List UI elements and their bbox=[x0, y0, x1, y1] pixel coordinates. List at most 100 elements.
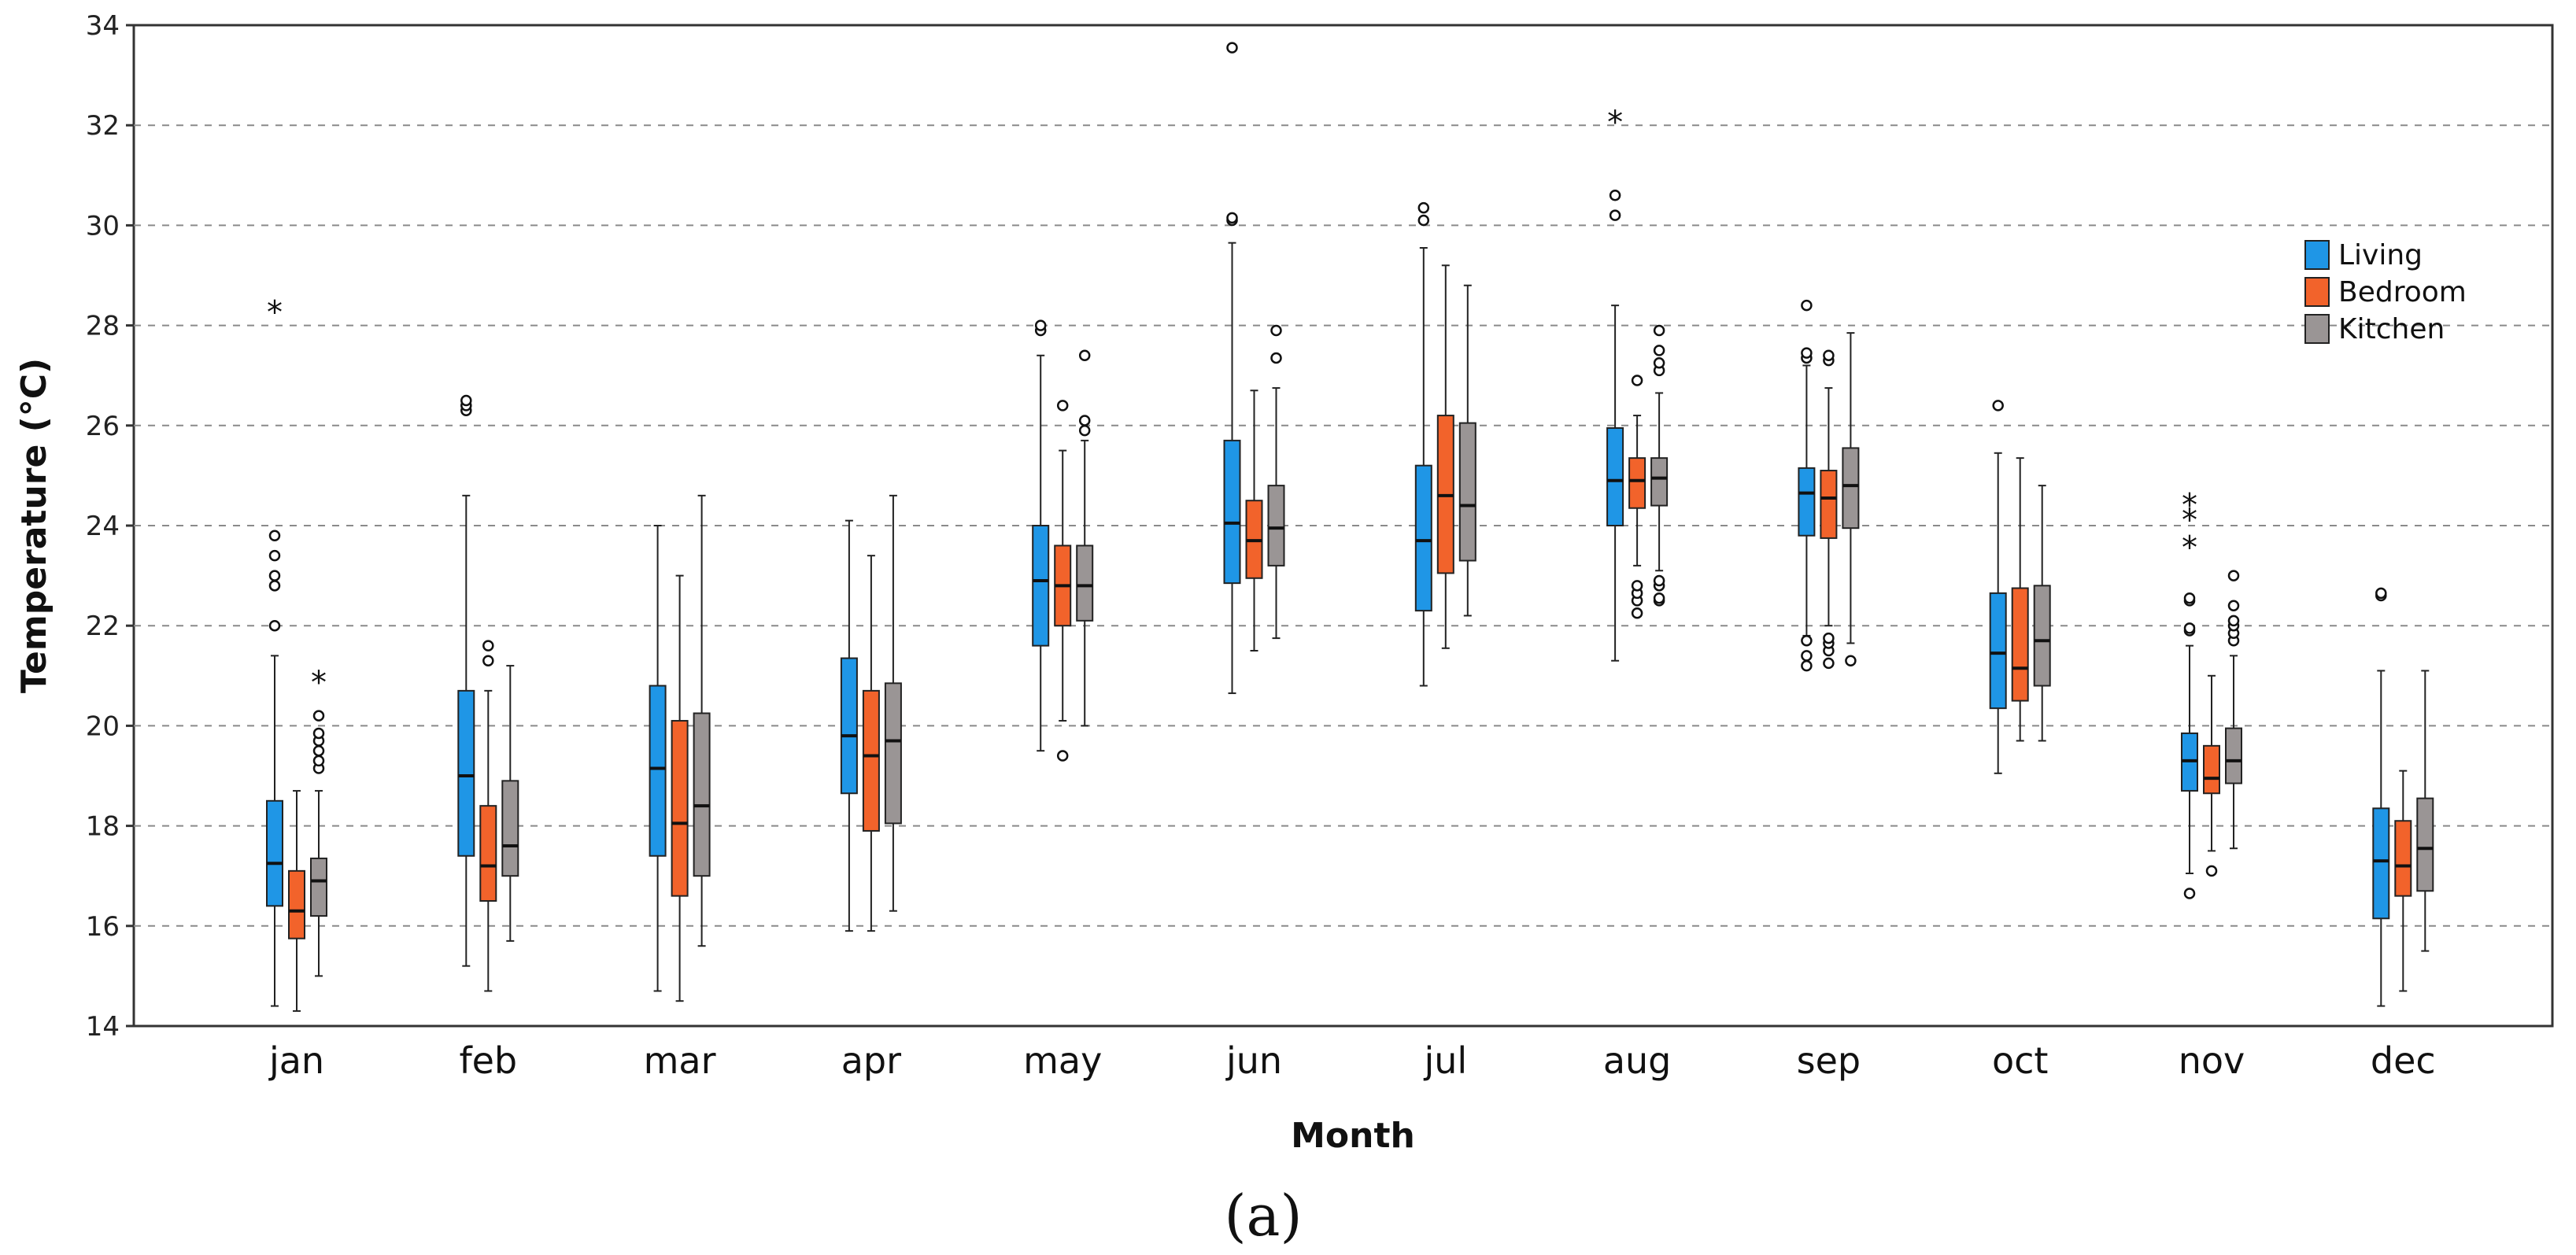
outlier-point-bedroom bbox=[1631, 580, 1643, 592]
box-group-feb bbox=[457, 394, 519, 992]
legend-swatch-kitchen bbox=[2304, 314, 2330, 344]
box-living bbox=[1223, 439, 1241, 585]
x-axis-title: Month bbox=[1291, 1116, 1415, 1156]
box-bedroom bbox=[862, 689, 880, 832]
y-tick-label: 30 bbox=[86, 210, 120, 242]
box-group-jun bbox=[1223, 42, 1285, 695]
x-category-label: feb bbox=[459, 1039, 517, 1082]
y-tick-label: 28 bbox=[86, 311, 120, 342]
box-kitchen bbox=[884, 682, 902, 825]
legend-swatch-living bbox=[2304, 240, 2330, 270]
outlier-point-bedroom bbox=[482, 655, 494, 666]
outlier-point-bedroom bbox=[1056, 400, 1069, 412]
box-group-oct bbox=[1989, 400, 2051, 774]
box-kitchen bbox=[1650, 457, 1669, 507]
outlier-point-living bbox=[1034, 319, 1047, 331]
grid-lines bbox=[134, 124, 2552, 927]
box-bedroom bbox=[2394, 820, 2412, 897]
box-living bbox=[1606, 426, 1624, 526]
x-axis-category-labels: jan feb mar apr may jun jul aug sep oct nov dec bbox=[268, 1039, 2436, 1082]
box-group-sep bbox=[1798, 299, 1860, 672]
outlier-point-bedroom bbox=[482, 640, 494, 651]
box-living bbox=[840, 657, 858, 795]
x-category-label: aug bbox=[1603, 1039, 1672, 1082]
box-kitchen bbox=[693, 712, 711, 877]
extreme-point-living: * bbox=[1607, 105, 1623, 141]
outlier-point-bedroom bbox=[1823, 349, 1835, 362]
box-kitchen bbox=[2225, 727, 2242, 784]
outlier-point-kitchen bbox=[1270, 352, 1282, 364]
box-bedroom bbox=[2011, 587, 2029, 702]
outlier-point-kitchen bbox=[312, 710, 325, 722]
legend-label-kitchen: Kitchen bbox=[2338, 313, 2445, 345]
outlier-point-kitchen bbox=[1845, 655, 1857, 666]
box-living bbox=[457, 689, 475, 857]
x-category-label: dec bbox=[2371, 1039, 2436, 1082]
legend-swatch-bedroom bbox=[2304, 277, 2330, 307]
box-group-dec bbox=[2372, 587, 2434, 1007]
box-living bbox=[1798, 467, 1816, 537]
box-bedroom bbox=[1628, 457, 1646, 509]
y-tick-label: 20 bbox=[86, 711, 120, 742]
outlier-point-living bbox=[2183, 888, 2196, 899]
outlier-point-kitchen bbox=[1078, 424, 1091, 437]
box-living bbox=[266, 799, 283, 907]
box-living bbox=[1989, 592, 2007, 710]
box-bedroom bbox=[1820, 470, 1838, 539]
box-kitchen bbox=[2416, 797, 2434, 892]
box-group-may bbox=[1032, 319, 1094, 762]
outlier-point-kitchen bbox=[1653, 345, 1665, 356]
outlier-point-living bbox=[1801, 635, 1813, 647]
outlier-point-living bbox=[1801, 659, 1813, 672]
figure-caption: (a) bbox=[1224, 1183, 1302, 1249]
box-bedroom bbox=[479, 805, 497, 902]
box-kitchen bbox=[310, 857, 327, 917]
outlier-point-bedroom bbox=[1631, 607, 1643, 619]
legend: Living Bedroom Kitchen bbox=[2304, 239, 2467, 345]
outlier-point-living bbox=[2375, 587, 2387, 600]
outlier-point-kitchen bbox=[1653, 574, 1665, 587]
y-axis-ticks: 14 16 18 20 22 24 26 28 30 32 34 bbox=[86, 10, 134, 1043]
box-kitchen bbox=[1076, 544, 1094, 622]
legend-label-bedroom: Bedroom bbox=[2338, 276, 2467, 308]
outlier-point-living bbox=[1226, 212, 1238, 224]
outlier-point-living bbox=[1226, 42, 1238, 54]
y-tick-label: 22 bbox=[86, 611, 120, 642]
box-kitchen bbox=[501, 780, 519, 877]
outlier-point-living bbox=[1609, 209, 1621, 221]
extreme-point-living: * bbox=[267, 295, 283, 331]
box-kitchen bbox=[1267, 485, 1285, 567]
y-tick-label: 34 bbox=[86, 10, 120, 42]
outlier-point-living bbox=[2183, 592, 2196, 604]
outlier-point-kitchen bbox=[2227, 600, 2240, 612]
x-category-label: mar bbox=[644, 1039, 716, 1082]
outlier-point-bedroom bbox=[2205, 865, 2218, 877]
y-tick-label: 32 bbox=[86, 110, 120, 142]
y-tick-label: 26 bbox=[86, 411, 120, 442]
outlier-point-kitchen bbox=[1078, 349, 1091, 362]
x-category-label: oct bbox=[1992, 1039, 2048, 1082]
outlier-point-bedroom bbox=[1823, 657, 1835, 670]
box-living bbox=[1032, 525, 1050, 647]
box-kitchen bbox=[2033, 585, 2051, 687]
outlier-point-living bbox=[1992, 400, 2004, 412]
outlier-point-kitchen bbox=[1653, 324, 1665, 337]
outlier-point-kitchen bbox=[312, 744, 325, 757]
outlier-point-living bbox=[268, 580, 281, 592]
x-category-label: jan bbox=[268, 1039, 324, 1082]
outlier-point-living bbox=[1801, 299, 1813, 312]
extreme-point-living: * bbox=[2182, 502, 2197, 538]
outlier-point-living bbox=[268, 530, 281, 541]
outlier-point-bedroom bbox=[1056, 750, 1069, 762]
box-group-jul bbox=[1414, 201, 1476, 687]
x-category-label: jul bbox=[1423, 1039, 1467, 1082]
box-bedroom bbox=[671, 720, 689, 897]
box-group-mar bbox=[649, 494, 711, 1002]
outlier-point-bedroom bbox=[1631, 375, 1643, 386]
extreme-point-living: * bbox=[2182, 530, 2197, 566]
box-living bbox=[649, 685, 667, 857]
box-group-aug: * bbox=[1606, 105, 1669, 662]
box-bedroom bbox=[2203, 744, 2220, 795]
box-living bbox=[1414, 464, 1432, 612]
